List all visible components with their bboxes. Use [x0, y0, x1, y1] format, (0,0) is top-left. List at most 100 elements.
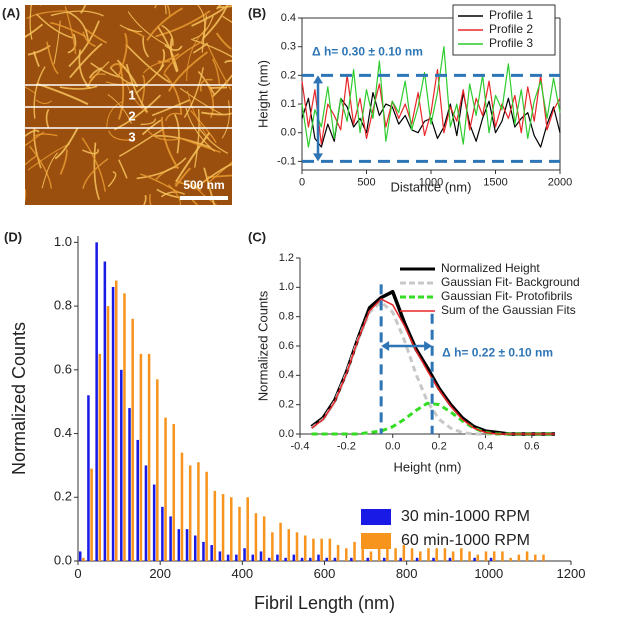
bar: [120, 369, 123, 561]
bar: [476, 554, 480, 561]
bar: [226, 554, 230, 561]
fibril: [173, 113, 180, 154]
fibril: [186, 90, 210, 140]
fibril: [165, 112, 183, 122]
bar: [78, 551, 82, 561]
y-tick-label: 0.2: [281, 69, 296, 81]
fibril: [25, 155, 37, 166]
fibril: [203, 167, 216, 205]
bar: [95, 242, 98, 561]
y-axis-label: Normalized Counts: [255, 290, 270, 401]
annotation: Δ h= 0.30 ± 0.10 nm: [312, 45, 423, 59]
line-label: 3: [128, 129, 135, 144]
fibril: [119, 24, 143, 33]
legend-swatch: [361, 533, 391, 549]
bar: [320, 538, 323, 561]
data-line: [311, 401, 555, 436]
fibril: [163, 41, 202, 74]
fibril: [159, 48, 166, 71]
annotation: Δ h= 0.22 ± 0.10 nm: [442, 346, 553, 360]
data-line: [301, 69, 561, 145]
fibril: [25, 129, 40, 138]
line-label: 2: [128, 108, 135, 123]
bar: [169, 516, 172, 561]
fibril: [82, 148, 99, 155]
fibril: [207, 161, 232, 184]
legend-label: Profile 2: [489, 22, 533, 36]
bar: [161, 506, 164, 561]
fibril: [68, 20, 100, 68]
y-tick-label: 1.0: [279, 281, 294, 293]
arrow-head: [313, 153, 323, 162]
fibril: [125, 63, 149, 113]
fibril: [25, 189, 27, 203]
bar: [325, 557, 328, 561]
fibril: [141, 119, 162, 136]
fibril: [46, 41, 59, 75]
panel-label: (B): [248, 5, 266, 20]
fibril: [45, 108, 50, 129]
legend-label: Gaussian Fit- Protofibrils: [441, 289, 572, 303]
bar: [193, 535, 197, 561]
bar: [366, 557, 370, 561]
fibril: [168, 184, 181, 205]
y-tick-label: 0.8: [54, 298, 72, 313]
bar: [103, 261, 107, 561]
bar: [254, 513, 258, 561]
fibril: [25, 86, 37, 95]
x-tick-label: 0.2: [431, 441, 446, 453]
legend-label: Normalized Height: [441, 261, 540, 275]
bar: [152, 484, 156, 561]
bar: [369, 551, 373, 561]
bar: [90, 468, 93, 561]
bar: [300, 557, 304, 561]
bar: [509, 557, 512, 561]
fibril: [106, 100, 124, 128]
bar: [136, 439, 139, 561]
fibril: [33, 66, 46, 119]
fibril: [163, 72, 183, 114]
fibril: [199, 78, 213, 92]
bar: [251, 554, 255, 561]
bar: [484, 551, 488, 561]
bar: [106, 306, 110, 561]
fibril: [59, 149, 68, 175]
scale-bar-label: 500 nm: [183, 178, 224, 192]
fibril: [50, 22, 87, 38]
bar: [210, 545, 213, 561]
bar: [448, 557, 452, 561]
y-tick-label: 0.3: [281, 41, 296, 53]
fibril: [136, 157, 187, 180]
bar: [185, 529, 189, 561]
bar: [180, 452, 184, 561]
x-tick-label: 0.0: [385, 441, 400, 453]
fibril: [142, 195, 147, 205]
y-tick-label: 0.4: [279, 369, 294, 381]
fibril: [201, 111, 232, 116]
x-tick-label: -0.4: [291, 441, 310, 453]
bar: [460, 548, 463, 561]
y-tick-label: 0.4: [281, 12, 296, 24]
x-axis-label: Height (nm): [394, 459, 462, 474]
bar: [87, 395, 90, 561]
bar: [267, 557, 271, 561]
fibril: [190, 110, 217, 144]
fibril: [157, 26, 179, 72]
fibril: [186, 27, 207, 81]
x-tick-label: 500: [357, 177, 375, 189]
bar: [230, 497, 233, 561]
legend-label: Gaussian Fit- Background: [441, 275, 580, 289]
bar: [382, 557, 386, 561]
fibril: [166, 5, 171, 16]
fibril: [118, 127, 165, 157]
legend-label: Profile 1: [489, 8, 533, 22]
x-tick-label: 0.6: [524, 441, 539, 453]
y-tick-label: 0.2: [279, 399, 294, 411]
bar: [473, 557, 476, 561]
fibril: [127, 11, 172, 49]
fibril: [125, 43, 171, 84]
bar: [394, 548, 397, 561]
fibril: [143, 61, 171, 74]
fibril: [54, 127, 79, 160]
bar: [202, 541, 205, 561]
